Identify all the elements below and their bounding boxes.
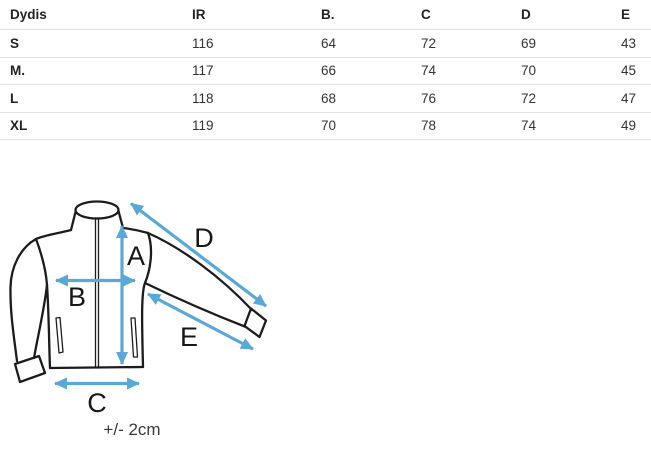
size-cell: M.: [0, 57, 182, 85]
shoulder-right: [121, 226, 150, 235]
value-cell: 64: [311, 29, 411, 58]
column-header-c: C: [411, 0, 511, 30]
size-table: Dydis IR B. C D E S 116 64 72 69 43 M. 1…: [0, 0, 651, 140]
hem: [48, 365, 145, 370]
value-cell: 66: [311, 57, 411, 85]
body-left-edge: [45, 283, 52, 370]
table-header-row: Dydis IR B. C D E: [0, 0, 651, 30]
value-cell: 70: [511, 57, 611, 85]
value-cell: 118: [182, 84, 311, 113]
arrow-d: [130, 202, 267, 308]
value-cell: 45: [611, 57, 651, 85]
jacket-measurement-svg: A B C D E +/- 2cm: [9, 200, 268, 439]
shoulder-left: [34, 228, 73, 241]
value-cell: 72: [411, 29, 511, 58]
value-cell: 74: [511, 112, 611, 140]
label-d: D: [194, 223, 214, 253]
value-cell: 68: [311, 84, 411, 113]
table-row: S 116 64 72 69 43: [0, 29, 651, 58]
armhole-left: [34, 237, 49, 287]
value-cell: 69: [511, 29, 611, 58]
size-cell: L: [0, 84, 182, 113]
value-cell: 43: [611, 29, 651, 58]
pocket-right: [130, 317, 139, 358]
table-row: M. 117 66 74 70 45: [0, 57, 651, 85]
pocket-left: [55, 316, 64, 354]
value-cell: 74: [411, 57, 511, 85]
value-cell: 78: [411, 112, 511, 140]
value-cell: 72: [511, 84, 611, 113]
value-cell: 70: [311, 112, 411, 140]
label-a: A: [127, 241, 145, 271]
value-cell: 47: [611, 84, 651, 113]
measurement-arrows: [54, 202, 267, 390]
value-cell: 116: [182, 29, 311, 58]
arrow-e: [147, 292, 254, 351]
label-c: C: [87, 388, 107, 418]
value-cell: 49: [611, 112, 651, 140]
pockets: [55, 316, 139, 358]
label-b: B: [68, 282, 86, 312]
size-cell: XL: [0, 112, 182, 140]
jacket-outline: [9, 200, 268, 384]
column-header-size: Dydis: [0, 0, 182, 30]
table-row: XL 119 70 78 74 49: [0, 112, 651, 140]
tolerance-note: +/- 2cm: [103, 420, 160, 439]
collar: [69, 200, 125, 232]
value-cell: 76: [411, 84, 511, 113]
zipper: [94, 217, 100, 368]
sleeve-left: [9, 237, 49, 384]
value-cell: 119: [182, 112, 311, 140]
value-cell: 117: [182, 57, 311, 85]
label-e: E: [180, 322, 198, 352]
column-header-ir: IR: [182, 0, 311, 30]
measurement-diagram: A B C D E +/- 2cm: [0, 185, 300, 452]
table-row: L 118 68 76 72 47: [0, 84, 651, 113]
size-cell: S: [0, 29, 182, 58]
column-header-b: B.: [311, 0, 411, 30]
column-header-e: E: [611, 0, 651, 30]
column-header-d: D: [511, 0, 611, 30]
